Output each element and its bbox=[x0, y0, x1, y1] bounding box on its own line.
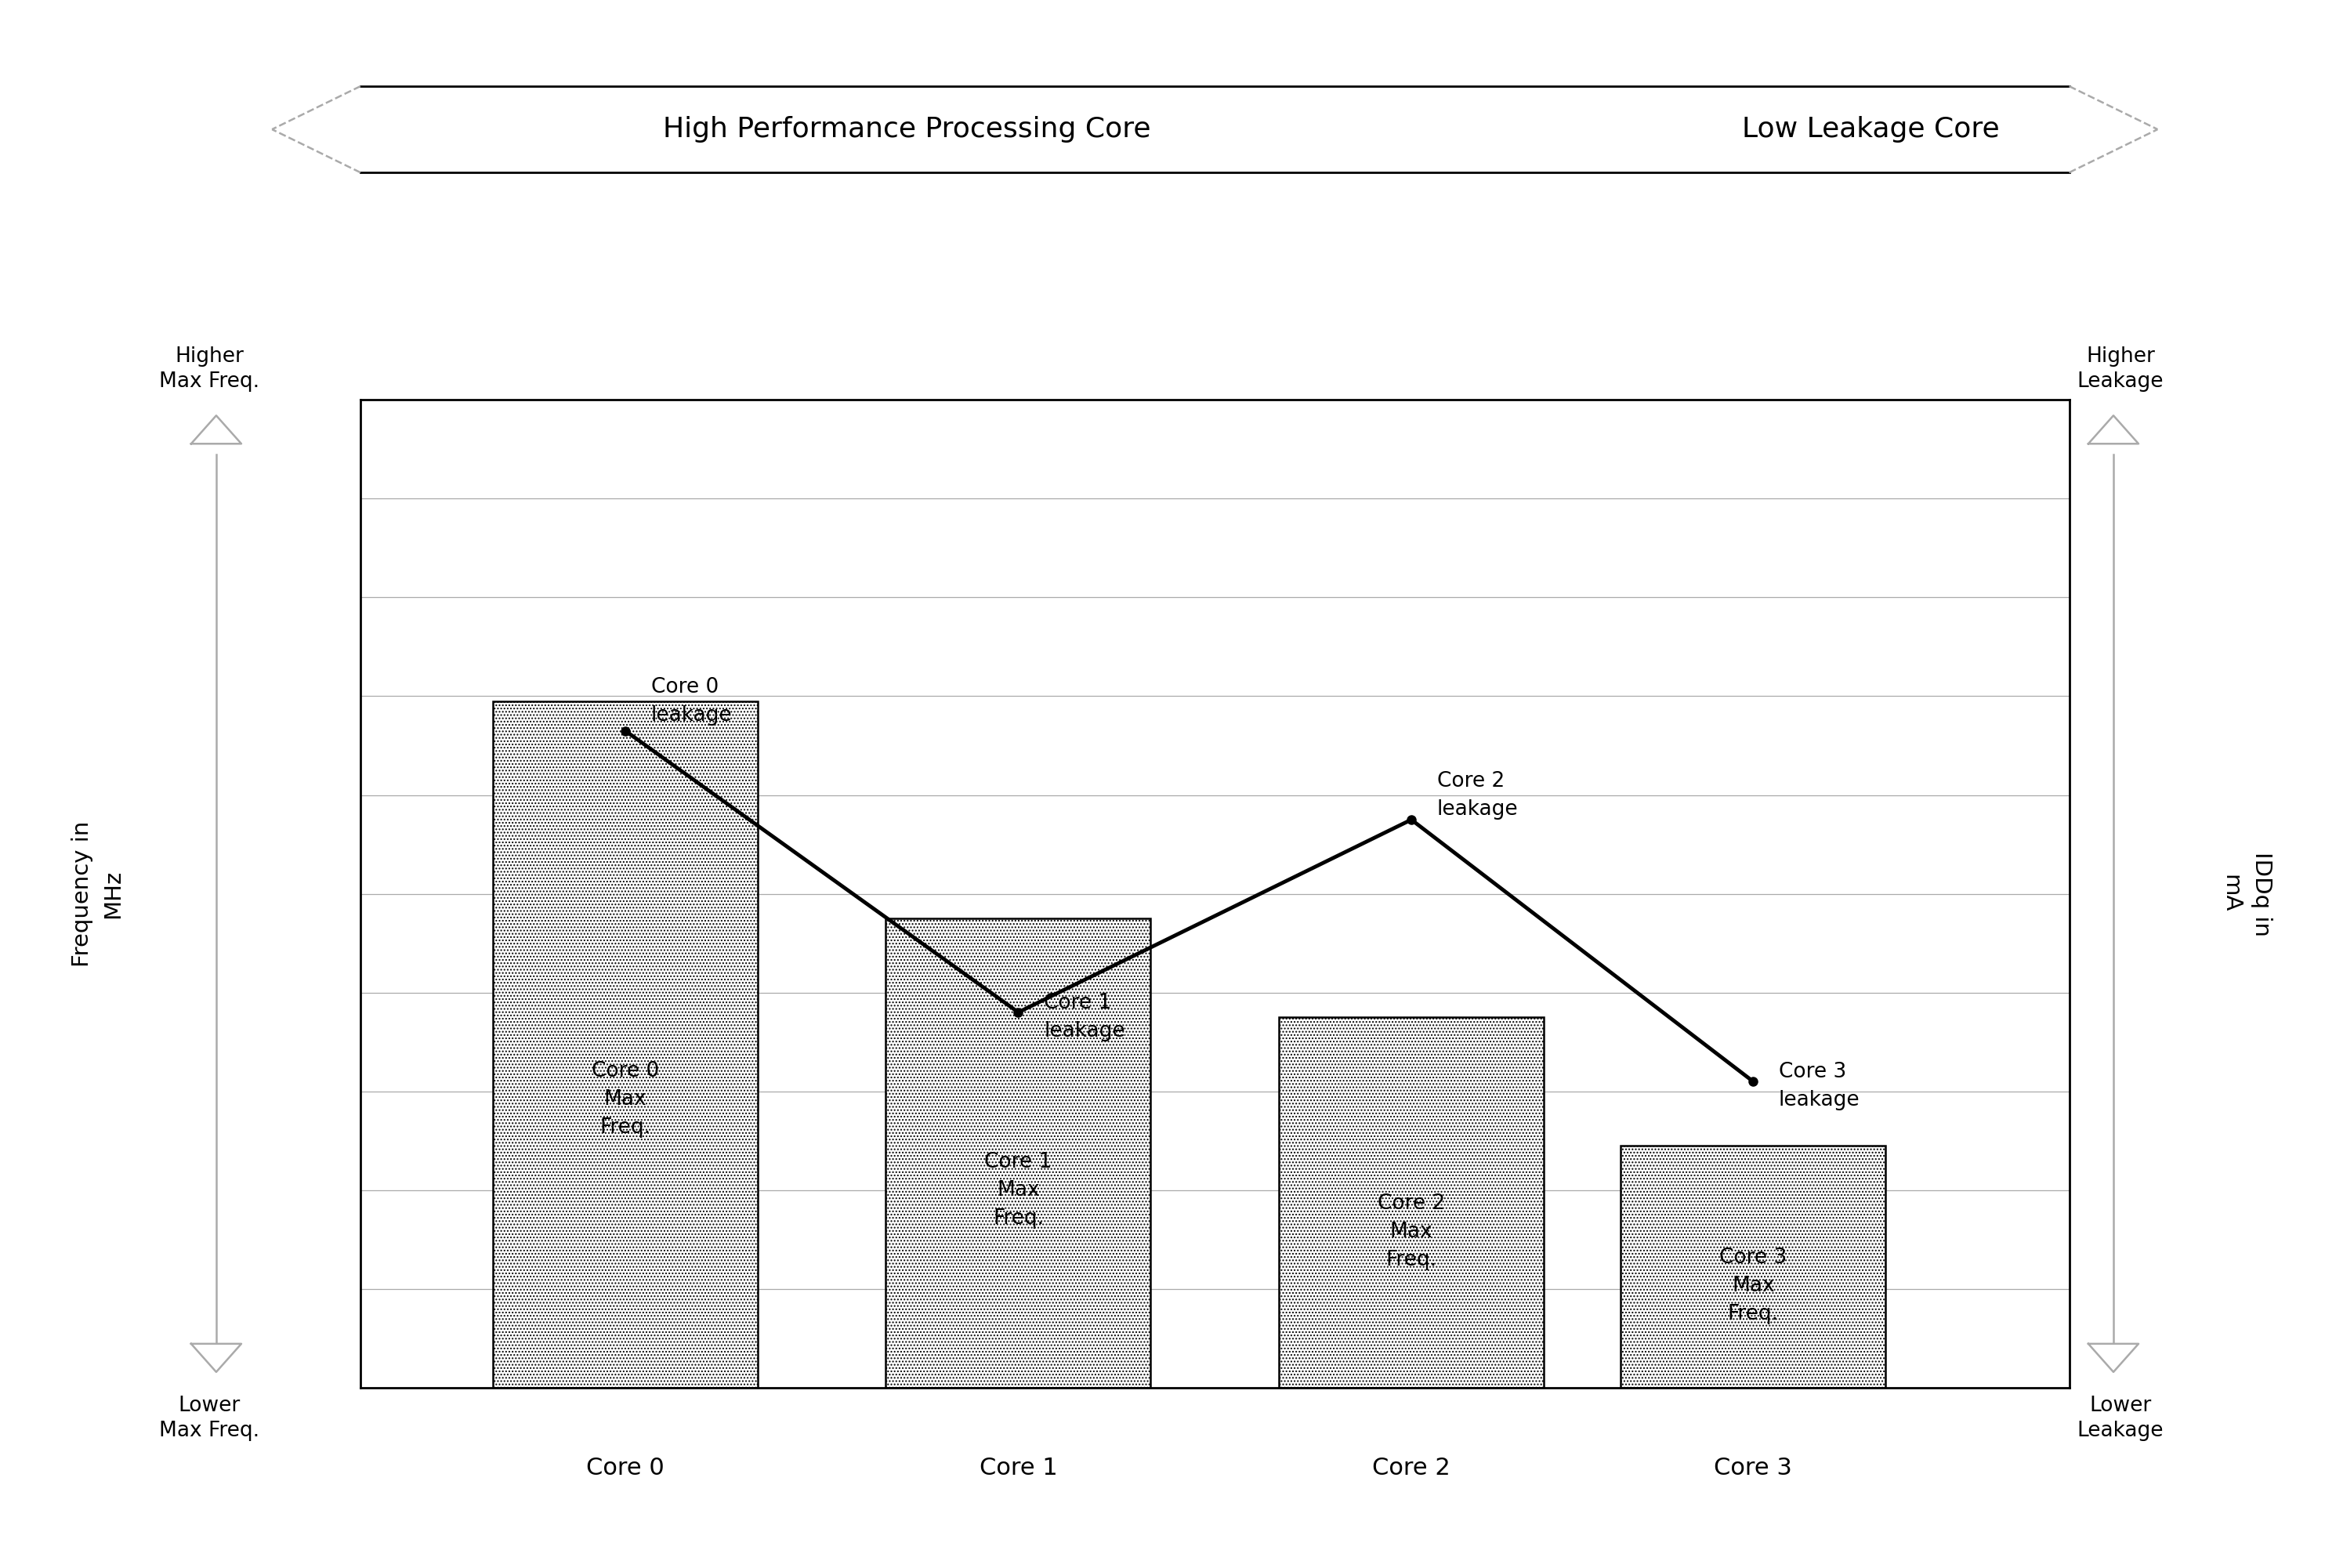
Bar bbox=[1279, 1018, 1544, 1388]
Text: Higher
Leakage: Higher Leakage bbox=[2076, 347, 2165, 392]
Text: Core 2
leakage: Core 2 leakage bbox=[1437, 771, 1518, 818]
Text: Core 2: Core 2 bbox=[1372, 1457, 1451, 1480]
Text: Core 2
Max
Freq.: Core 2 Max Freq. bbox=[1376, 1193, 1446, 1270]
Text: High Performance Processing Core: High Performance Processing Core bbox=[663, 116, 1151, 143]
Text: Core 0
Max
Freq.: Core 0 Max Freq. bbox=[591, 1062, 658, 1138]
Text: Frequency in
MHz: Frequency in MHz bbox=[72, 820, 123, 967]
Polygon shape bbox=[191, 1344, 242, 1372]
Text: Core 0
leakage: Core 0 leakage bbox=[651, 677, 732, 726]
Polygon shape bbox=[2088, 1344, 2139, 1372]
Text: Lower
Leakage: Lower Leakage bbox=[2076, 1396, 2165, 1441]
Bar bbox=[886, 919, 1151, 1388]
Text: Core 1
leakage: Core 1 leakage bbox=[1044, 993, 1125, 1041]
Text: Core 3: Core 3 bbox=[1714, 1457, 1793, 1480]
Text: Higher
Max Freq.: Higher Max Freq. bbox=[158, 347, 260, 392]
Text: Core 3
Max
Freq.: Core 3 Max Freq. bbox=[1718, 1248, 1788, 1325]
Text: Lower
Max Freq.: Lower Max Freq. bbox=[158, 1396, 260, 1441]
Text: Low Leakage Core: Low Leakage Core bbox=[1741, 116, 2000, 143]
Bar bbox=[493, 701, 758, 1388]
Polygon shape bbox=[2088, 416, 2139, 444]
Text: Core 3
leakage: Core 3 leakage bbox=[1779, 1062, 1860, 1110]
Bar bbox=[1621, 1146, 1886, 1388]
Text: Core 0: Core 0 bbox=[586, 1457, 665, 1480]
Polygon shape bbox=[191, 416, 242, 444]
Text: Core 1
Max
Freq.: Core 1 Max Freq. bbox=[983, 1152, 1053, 1229]
Text: Core 1: Core 1 bbox=[979, 1457, 1058, 1480]
Text: IDDq in
mA: IDDq in mA bbox=[2220, 851, 2272, 936]
